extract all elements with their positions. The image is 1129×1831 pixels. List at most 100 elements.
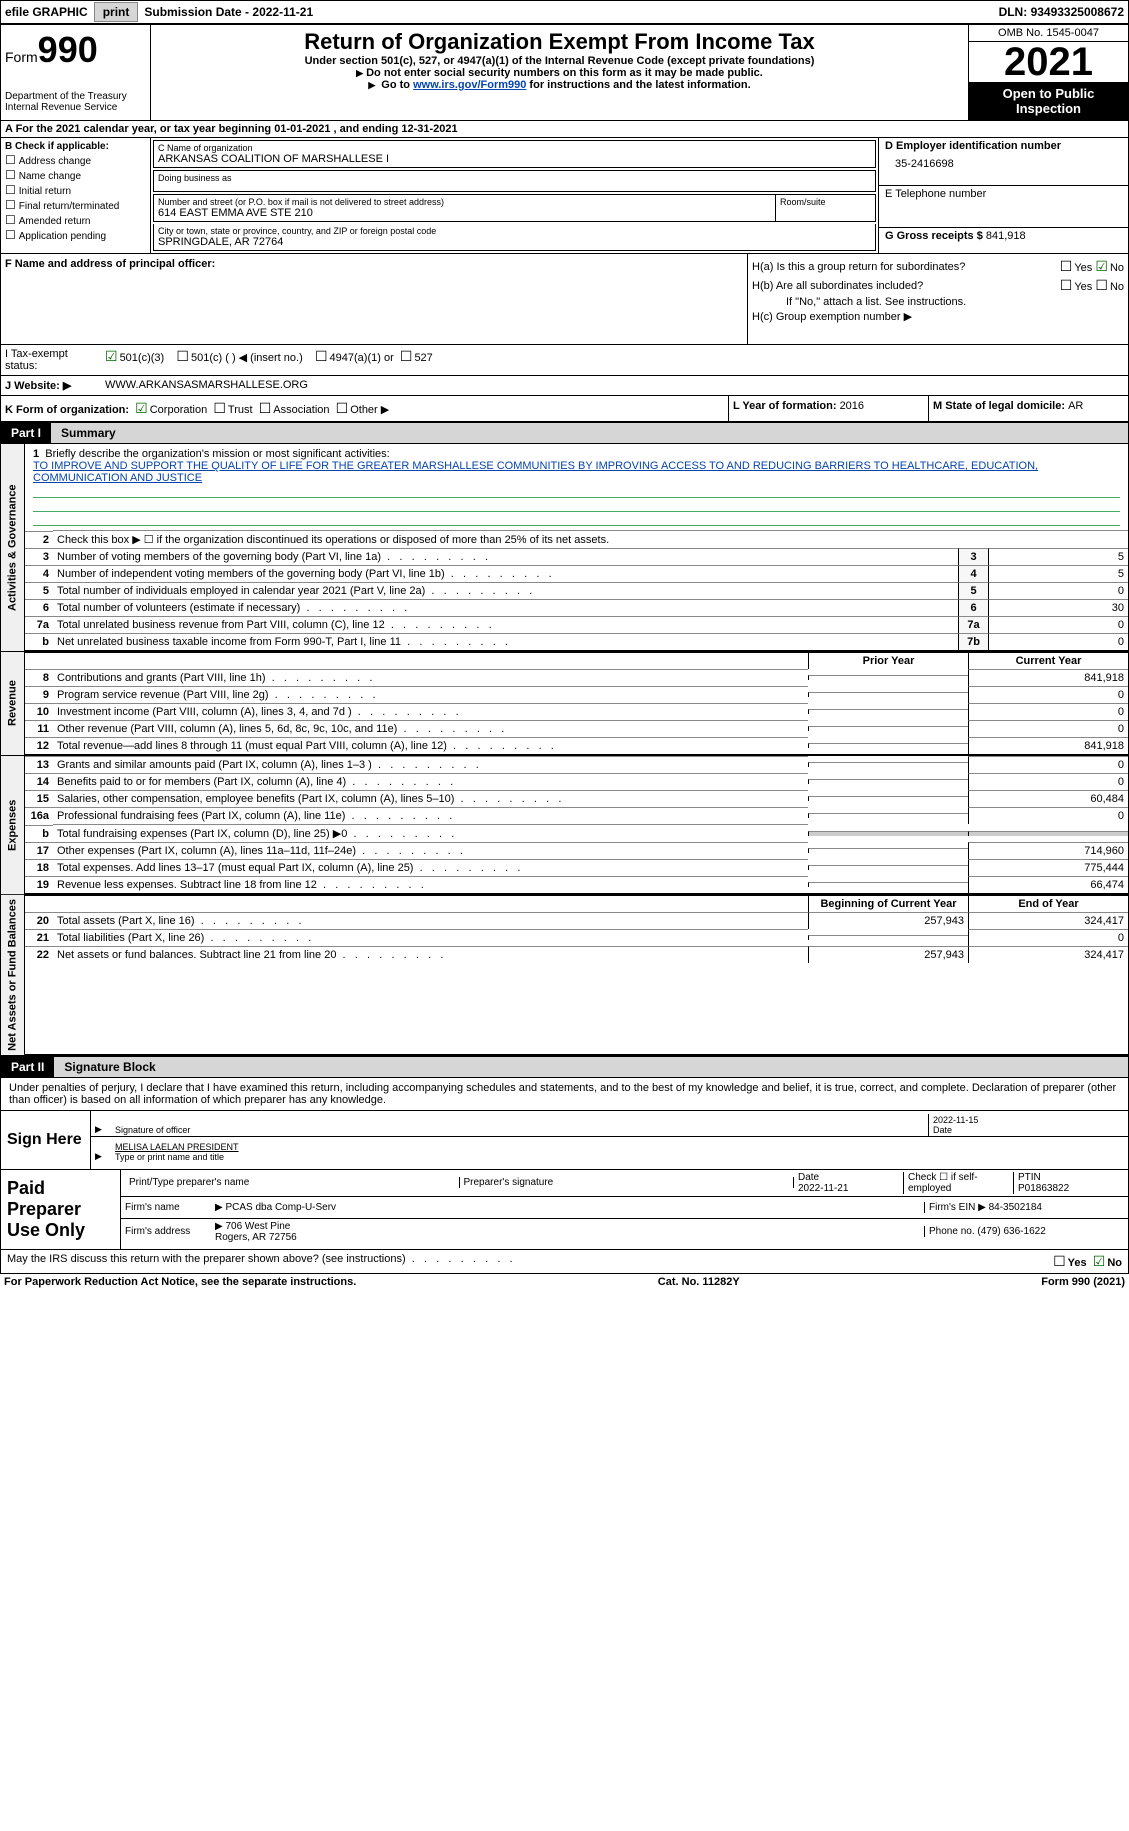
col-h-group-return: H(a) Is this a group return for subordin… — [748, 254, 1128, 344]
subtitle-3: Go to www.irs.gov/Form990 for instructio… — [155, 79, 964, 91]
paid-preparer-label: Paid Preparer Use Only — [1, 1170, 121, 1249]
line-box: 3 — [958, 548, 988, 565]
line-num: 22 — [25, 946, 53, 963]
prep-self-employed[interactable]: Check ☐ if self-employed — [904, 1172, 1014, 1194]
chk-name-change[interactable]: Name change — [5, 168, 146, 182]
line-text: Grants and similar amounts paid (Part IX… — [53, 756, 808, 773]
chk-initial-return[interactable]: Initial return — [5, 183, 146, 197]
hb-no[interactable] — [1095, 281, 1110, 293]
prior-year-value — [808, 709, 968, 714]
line-num: 8 — [25, 669, 53, 686]
line-text: Investment income (Part VIII, column (A)… — [53, 703, 808, 720]
chk-amended-return[interactable]: Amended return — [5, 213, 146, 227]
tax-year: 2021 — [969, 42, 1128, 82]
prior-year-value — [808, 865, 968, 870]
part-2-header: Part II Signature Block — [0, 1056, 1129, 1078]
section-activities-governance: Activities & Governance 1 Briefly descri… — [0, 444, 1129, 652]
ha-no[interactable] — [1095, 262, 1110, 274]
chk-trust[interactable] — [213, 404, 228, 416]
line-num: 17 — [25, 842, 53, 859]
prior-year-value — [808, 743, 968, 748]
line-text: Total fundraising expenses (Part IX, col… — [53, 824, 808, 842]
city-state-zip: SPRINGDALE, AR 72764 — [158, 236, 871, 248]
chk-corporation[interactable] — [135, 404, 150, 416]
line-box: 7b — [958, 633, 988, 650]
current-year-value: 775,444 — [968, 859, 1128, 876]
line-num: b — [25, 825, 53, 842]
cat-no: Cat. No. 11282Y — [658, 1276, 740, 1288]
prior-year-value — [808, 848, 968, 853]
ha-yes[interactable] — [1060, 262, 1075, 274]
chk-4947[interactable] — [315, 352, 330, 364]
chk-address-change[interactable]: Address change — [5, 153, 146, 167]
line-text: Professional fundraising fees (Part IX, … — [53, 807, 808, 824]
tab-revenue: Revenue — [1, 652, 25, 755]
line-value: 5 — [988, 548, 1128, 565]
discuss-yes[interactable] — [1053, 1257, 1068, 1269]
current-year-value: 841,918 — [968, 737, 1128, 754]
gross-receipts-value: 841,918 — [986, 230, 1026, 242]
room-suite-label: Room/suite — [776, 194, 876, 222]
line-text: Revenue less expenses. Subtract line 18 … — [53, 876, 808, 893]
addr-label: Number and street (or P.O. box if mail i… — [158, 197, 771, 207]
line-num: b — [25, 633, 53, 650]
current-year-value: 0 — [968, 686, 1128, 703]
line-num: 5 — [25, 582, 53, 599]
block-fh: F Name and address of principal officer:… — [0, 254, 1129, 345]
line-text: Total expenses. Add lines 13–17 (must eq… — [53, 859, 808, 876]
chk-association[interactable] — [259, 404, 274, 416]
line-text: Number of voting members of the governin… — [53, 548, 958, 565]
current-year-value: 841,918 — [968, 669, 1128, 686]
chk-application-pending[interactable]: Application pending — [5, 228, 146, 242]
chk-other[interactable] — [336, 404, 351, 416]
prior-year-value — [808, 779, 968, 784]
hb2-label: If "No," attach a list. See instructions… — [786, 296, 966, 308]
sig-arrow-icon-2: ▶ — [91, 1150, 111, 1163]
tab-activities: Activities & Governance — [1, 444, 25, 651]
row-j-website: J Website: ▶ WWW.ARKANSASMARSHALLESE.ORG — [0, 376, 1129, 396]
section-expenses: Expenses 13 Grants and similar amounts p… — [0, 756, 1129, 895]
line-box: 7a — [958, 616, 988, 633]
state-domicile: AR — [1068, 400, 1083, 412]
line-text: Number of independent voting members of … — [53, 565, 958, 582]
line-num: 9 — [25, 686, 53, 703]
sig-date-label: Date — [933, 1125, 952, 1135]
hb-yes[interactable] — [1060, 281, 1075, 293]
line-value: 0 — [988, 582, 1128, 599]
subdate-label: Submission Date - 2022-11-21 — [144, 5, 313, 19]
chk-final-return[interactable]: Final return/terminated — [5, 198, 146, 212]
line-num: 11 — [25, 720, 53, 737]
prior-year-value — [808, 726, 968, 731]
form-header: Form990 Department of the Treasury Inter… — [0, 24, 1129, 121]
line-num: 3 — [25, 548, 53, 565]
line-num: 21 — [25, 929, 53, 946]
line-text: Net unrelated business taxable income fr… — [53, 633, 958, 650]
row-a-tax-year: A For the 2021 calendar year, or tax yea… — [0, 121, 1129, 138]
open-to-public: Open to PublicInspection — [969, 82, 1128, 120]
prior-year-value: 257,943 — [808, 912, 968, 929]
current-year-value: 66,474 — [968, 876, 1128, 893]
line-num: 7a — [25, 616, 53, 633]
irs-link[interactable]: www.irs.gov/Form990 — [413, 79, 526, 91]
current-year-value: 324,417 — [968, 946, 1128, 963]
irs-discuss-row: May the IRS discuss this return with the… — [0, 1250, 1129, 1274]
website-value: WWW.ARKANSASMARSHALLESE.ORG — [101, 376, 1128, 395]
form-number: Form990 — [5, 29, 146, 71]
chk-501c3[interactable] — [105, 352, 120, 364]
mission-label: Briefly describe the organization's miss… — [45, 448, 389, 460]
line-text: Total number of individuals employed in … — [53, 582, 958, 599]
chk-501c[interactable] — [176, 352, 191, 364]
ein-value: 35-2416698 — [885, 158, 1122, 170]
irs-discuss-label: May the IRS discuss this return with the… — [7, 1253, 513, 1270]
chk-527[interactable] — [400, 352, 415, 364]
prep-date-label: Date — [798, 1172, 819, 1183]
line-text: Program service revenue (Part VIII, line… — [53, 686, 808, 703]
signature-declaration: Under penalties of perjury, I declare th… — [0, 1078, 1129, 1111]
prep-date: 2022-11-21 — [798, 1183, 848, 1194]
line-box: 6 — [958, 599, 988, 616]
principal-officer-label: F Name and address of principal officer: — [1, 254, 748, 344]
discuss-no[interactable] — [1093, 1257, 1108, 1269]
efile-label: efile GRAPHIC — [5, 5, 88, 19]
current-year-value: 0 — [968, 773, 1128, 790]
print-button[interactable]: print — [94, 2, 139, 22]
